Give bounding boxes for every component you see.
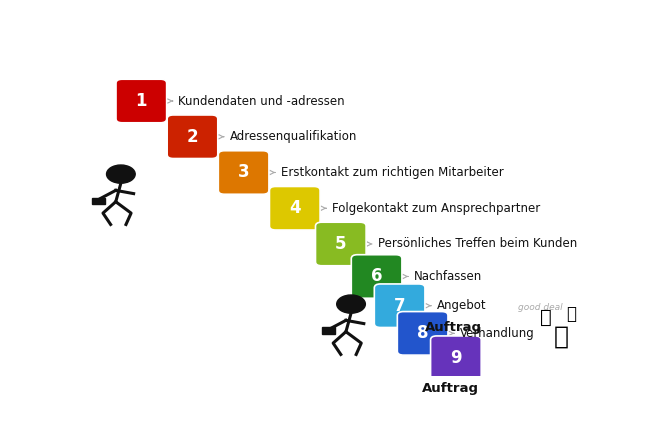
FancyBboxPatch shape [269, 187, 320, 230]
Text: 9: 9 [450, 349, 462, 367]
Text: Verhandlung: Verhandlung [460, 327, 535, 340]
Text: Auftrag: Auftrag [425, 321, 482, 334]
Text: 6: 6 [371, 268, 382, 285]
FancyBboxPatch shape [218, 151, 269, 194]
FancyBboxPatch shape [315, 222, 366, 266]
Circle shape [106, 165, 135, 183]
Text: 3: 3 [238, 163, 249, 181]
Text: 5: 5 [335, 235, 347, 253]
FancyBboxPatch shape [374, 284, 425, 327]
FancyBboxPatch shape [430, 336, 481, 379]
Text: 4: 4 [289, 199, 300, 217]
Text: Angebot: Angebot [437, 299, 486, 312]
FancyBboxPatch shape [322, 327, 335, 334]
Text: 7: 7 [394, 297, 405, 315]
Text: 1: 1 [135, 92, 147, 110]
Text: 💰: 💰 [566, 305, 576, 323]
Text: 8: 8 [417, 325, 428, 342]
Text: Adressenqualifikation: Adressenqualifikation [230, 130, 357, 143]
FancyBboxPatch shape [167, 115, 218, 159]
Text: Nachfassen: Nachfassen [414, 270, 482, 283]
Text: 2: 2 [187, 128, 198, 146]
Text: Erstkontakt zum richtigen Mitarbeiter: Erstkontakt zum richtigen Mitarbeiter [280, 166, 504, 179]
Text: Auftrag: Auftrag [422, 382, 479, 395]
Text: Persönliches Treffen beim Kunden: Persönliches Treffen beim Kunden [378, 238, 577, 251]
FancyBboxPatch shape [92, 197, 105, 204]
Text: 👥: 👥 [553, 325, 568, 349]
Text: 💰: 💰 [539, 308, 551, 327]
FancyBboxPatch shape [351, 255, 402, 298]
Text: Kundendaten und -adressen: Kundendaten und -adressen [178, 95, 345, 108]
Text: good deal: good deal [518, 303, 562, 312]
Text: Folgekontakt zum Ansprechpartner: Folgekontakt zum Ansprechpartner [332, 202, 540, 215]
FancyBboxPatch shape [116, 79, 166, 123]
FancyBboxPatch shape [397, 311, 448, 355]
Circle shape [337, 295, 366, 313]
